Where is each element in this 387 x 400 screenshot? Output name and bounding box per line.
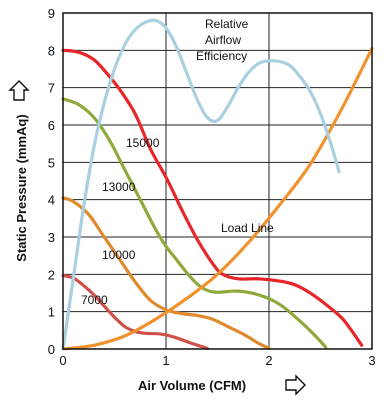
series-line-load-line: [61, 46, 374, 351]
label-efficiency-2: Airflow: [205, 33, 241, 47]
plot-border: [62, 12, 373, 350]
y-tick-label: 4: [48, 193, 55, 208]
x-axis-title: Air Volume (CFM): [138, 378, 246, 393]
y-tick-label: 0: [48, 342, 55, 357]
series-line-relative-airflow-efficiency: [61, 18, 341, 351]
label-15000: 15000: [126, 136, 160, 150]
x-tick-label: 2: [265, 353, 272, 368]
label-load-line: Load Line: [221, 221, 274, 235]
plot-frame: [62, 12, 373, 350]
y-axis-arrow-icon: [8, 80, 30, 101]
label-13000: 13000: [102, 180, 136, 194]
label-efficiency-3: Efficiency: [196, 49, 247, 63]
label-efficiency-1: Relative: [205, 17, 249, 31]
x-tick-label: 0: [59, 353, 66, 368]
x-axis-arrow-icon: [285, 374, 306, 396]
y-tick-label: 8: [48, 43, 55, 58]
y-tick-label: 3: [48, 230, 55, 245]
y-tick-label: 6: [48, 118, 55, 133]
series-line-10000: [61, 196, 271, 350]
series-line-7000: [61, 273, 209, 350]
y-tick-label: 1: [48, 305, 55, 320]
y-tick-label: 9: [48, 6, 55, 21]
x-tick-label: 3: [368, 353, 375, 368]
series-line-13000: [61, 97, 328, 349]
y-tick-label: 7: [48, 81, 55, 96]
x-tick-label: 1: [162, 353, 169, 368]
label-10000: 10000: [102, 248, 136, 262]
tick-labels: 0 1 2 3 0 1 2 3 4 5 6 7 8 9: [48, 6, 376, 368]
grid: [63, 13, 372, 349]
label-7000: 7000: [81, 293, 108, 307]
y-tick-label: 2: [48, 267, 55, 282]
curves: [61, 18, 374, 351]
y-tick-label: 5: [48, 155, 55, 170]
y-axis-title: Static Pressure (mmAq): [14, 114, 29, 261]
